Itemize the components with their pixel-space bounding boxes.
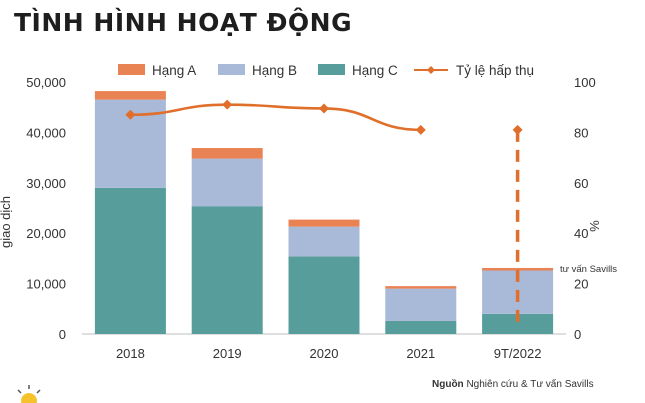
y-left-tick-label: 50,000 xyxy=(26,75,66,90)
bar-segment xyxy=(288,226,360,257)
x-tick-label: 2018 xyxy=(116,346,145,361)
chart-axes: 0 10,000 20,000 30,000 40,000 50,000 0 20 40 60 80… xyxy=(0,75,617,361)
y-left-tick-label: 20,000 xyxy=(26,226,66,241)
bar-segment xyxy=(94,187,166,334)
legend-swatch xyxy=(218,64,245,75)
y-left-tick-label: 10,000 xyxy=(26,277,66,292)
bar-segment xyxy=(191,148,263,159)
y-right-tick-label: 40 xyxy=(574,226,588,241)
x-tick-label: 9T/2022 xyxy=(494,346,542,361)
bar-segment xyxy=(385,288,457,321)
y-left-tick-label: 40,000 xyxy=(26,125,66,140)
source-line: Nguồn Nghiên cứu & Tư vấn Savills xyxy=(432,379,594,390)
legend-label: Hạng A xyxy=(152,63,196,78)
y-right-tick-label: 20 xyxy=(574,277,588,292)
y-left-axis-label: giao dịch xyxy=(0,196,13,248)
bar-segment xyxy=(288,256,360,334)
x-tick-label: 2021 xyxy=(406,346,435,361)
bar-group xyxy=(94,91,554,334)
bar-segment xyxy=(385,286,457,289)
source-label: Nguồn xyxy=(432,379,464,390)
legend-label: Hạng B xyxy=(252,63,297,78)
line-point-marker xyxy=(512,124,523,135)
bar-segment xyxy=(288,219,360,227)
line-point-marker xyxy=(319,103,329,114)
x-tick-label: 2020 xyxy=(310,346,339,361)
bar-segment xyxy=(191,158,263,207)
bar-segment xyxy=(482,267,554,271)
legend-swatch xyxy=(118,64,145,75)
bar-segment xyxy=(385,320,457,334)
bar-segment xyxy=(191,206,263,334)
chart-annotation: tư vấn Savills xyxy=(560,264,617,275)
sun-icon xyxy=(17,385,41,403)
y-left-tick-label: 0 xyxy=(59,327,66,342)
x-tick-label: 2019 xyxy=(213,346,242,361)
y-right-tick-label: 60 xyxy=(574,176,588,191)
legend-label: Tỷ lệ hấp thụ xyxy=(456,63,534,78)
y-right-tick-label: 100 xyxy=(574,75,596,90)
line-point-marker xyxy=(125,109,136,120)
bar-segment xyxy=(94,91,166,100)
legend: Hạng A Hạng B Hạng C Tỷ lệ hấp thụ xyxy=(118,63,534,78)
legend-marker xyxy=(427,66,435,74)
slide-title: TÌNH HÌNH HOẠT ĐỘNG xyxy=(14,8,353,37)
y-right-tick-label: 0 xyxy=(574,327,581,342)
line-point-marker xyxy=(415,124,426,135)
absorption-rate-line xyxy=(125,99,523,330)
y-right-axis-label: % xyxy=(587,220,602,232)
line-series-path xyxy=(130,103,421,132)
source-text: Nghiên cứu & Tư vấn Savills xyxy=(466,379,594,390)
line-point-marker xyxy=(222,99,233,110)
legend-swatch xyxy=(318,64,345,75)
legend-label: Hạng C xyxy=(352,63,398,78)
bar-segment xyxy=(482,313,554,334)
y-right-tick-label: 80 xyxy=(574,125,588,140)
y-left-tick-label: 30,000 xyxy=(26,176,66,191)
